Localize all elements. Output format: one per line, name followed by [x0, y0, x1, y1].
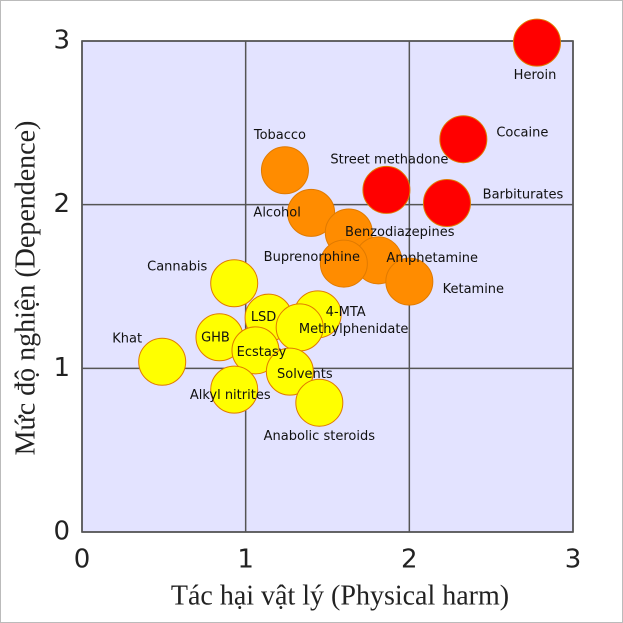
- x-tick-label: 0: [74, 545, 91, 575]
- point-label: Amphetamine: [386, 251, 478, 266]
- bubble: [319, 239, 368, 288]
- point-label: Cocaine: [496, 126, 548, 141]
- x-tick-label: 1: [237, 545, 254, 575]
- y-tick-label: 3: [53, 26, 70, 56]
- bubble: [260, 146, 309, 195]
- bubble: [287, 188, 336, 237]
- point-label: Alkyl nitrites: [190, 388, 271, 403]
- y-tick-label: 2: [53, 189, 70, 219]
- point-label: Ecstasy: [237, 345, 287, 360]
- point-label: Solvents: [277, 367, 333, 382]
- point-label: Benzodiazepines: [345, 225, 455, 240]
- point-label: Anabolic steroids: [264, 429, 376, 444]
- point-label: Khat: [112, 331, 142, 346]
- x-tick-label: 2: [401, 545, 418, 575]
- y-tick-label: 0: [53, 517, 70, 547]
- point-label: Cannabis: [147, 260, 207, 275]
- x-axis-label: Tác hại vật lý (Physical harm): [171, 580, 509, 611]
- bubble: [512, 18, 561, 67]
- bubble: [422, 179, 471, 228]
- point-label: Methylphenidate: [299, 322, 409, 337]
- y-tick-label: 1: [53, 353, 70, 383]
- bubble: [362, 165, 411, 214]
- bubble: [210, 365, 259, 414]
- point-label: Heroin: [514, 68, 557, 83]
- point-label: Tobacco: [253, 128, 306, 143]
- plot-area: [81, 40, 574, 533]
- point-label: LSD: [251, 310, 277, 325]
- x-tick-label: 3: [565, 545, 582, 575]
- point-label: Alcohol: [253, 205, 300, 220]
- bubble: [385, 257, 434, 306]
- bubble: [439, 115, 488, 164]
- point-label: Barbiturates: [483, 188, 564, 203]
- bubble: [265, 347, 314, 396]
- bubble: [210, 259, 259, 308]
- bubble: [138, 337, 187, 386]
- point-label: Ketamine: [443, 282, 504, 297]
- y-axis-label: Mức độ nghiện (Dependence): [10, 121, 41, 456]
- point-label: 4-MTA: [326, 305, 366, 320]
- point-label: GHB: [201, 331, 230, 346]
- point-label: Street methadone: [330, 152, 448, 167]
- point-label: Buprenorphine: [264, 250, 360, 265]
- bubble: [295, 378, 344, 427]
